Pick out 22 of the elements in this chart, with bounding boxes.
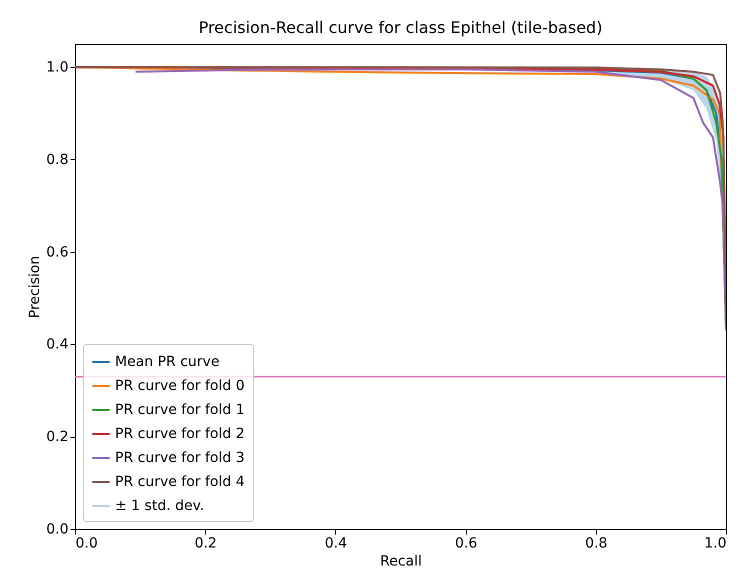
x-tick-label: 0.0 — [76, 536, 98, 552]
y-axis-title: Precision — [27, 256, 44, 318]
x-tick-label: 0.2 — [194, 536, 217, 552]
y-tick-label: 0.8 — [46, 152, 68, 168]
legend-label: PR curve for fold 4 — [115, 474, 245, 490]
y-tick-label: 1.0 — [46, 60, 68, 76]
x-axis-title: Recall — [380, 554, 422, 570]
legend-label: PR curve for fold 1 — [115, 402, 245, 418]
legend-label: PR curve for fold 3 — [115, 450, 245, 466]
x-tick-label: 0.8 — [585, 536, 608, 552]
legend-label: Mean PR curve — [115, 354, 220, 370]
y-tick-label: 0.0 — [46, 522, 68, 538]
x-tick-label: 0.6 — [454, 536, 478, 552]
y-tick-label: 0.4 — [46, 336, 69, 353]
x-tick-label: 0.4 — [324, 536, 348, 552]
x-tick-label: 1.0 — [704, 536, 726, 552]
legend-label: PR curve for fold 2 — [115, 426, 245, 442]
y-tick-label: 0.6 — [46, 244, 69, 260]
y-tick-label: 0.2 — [46, 429, 68, 446]
chart-title: Precision-Recall curve for class Epithel (tile-based) — [198, 18, 602, 37]
legend-label: PR curve for fold 0 — [115, 378, 245, 394]
legend-label: ± 1 std. dev. — [115, 498, 204, 514]
